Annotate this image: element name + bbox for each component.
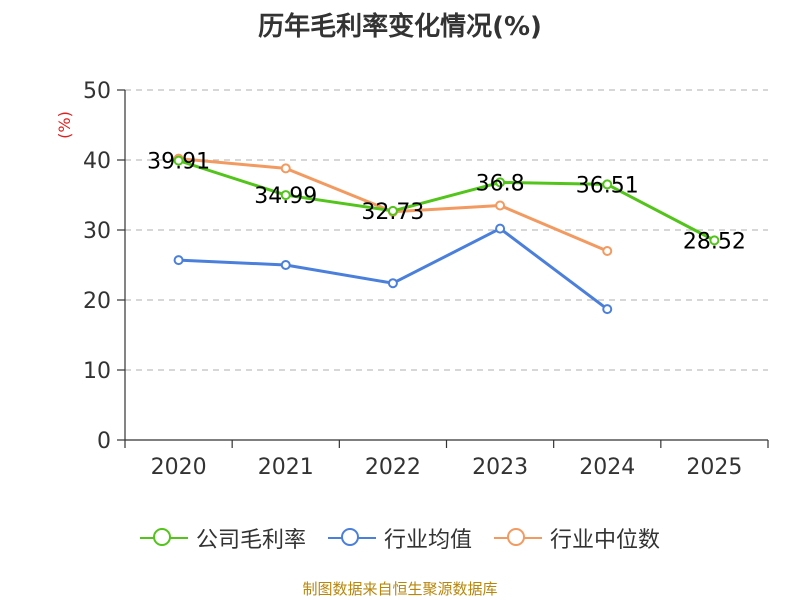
data-point	[280, 260, 291, 270]
data-point	[173, 255, 184, 266]
x-tick-label: 2021	[258, 455, 314, 480]
legend-swatch-industry-median	[494, 526, 542, 550]
data-label: 28.52	[683, 229, 746, 254]
data-point	[387, 278, 398, 289]
data-point	[173, 155, 184, 166]
data-point	[602, 304, 613, 315]
x-tick-label: 2025	[686, 455, 742, 480]
legend-label-industry-mean: 行业均值	[383, 528, 472, 553]
data-point	[709, 235, 720, 246]
x-tick-label: 2023	[472, 455, 528, 480]
y-tick-label: 30	[83, 219, 111, 244]
data-point	[495, 223, 506, 234]
data-point	[602, 179, 613, 190]
series-line	[178, 227, 609, 311]
y-tick-label: 0	[97, 429, 111, 454]
data-source-note: 制图数据来自恒生聚源数据库	[302, 580, 498, 598]
legend: 公司毛利率 行业均值 行业中位数	[0, 522, 800, 554]
data-label: 36.51	[576, 173, 639, 198]
data-point	[602, 246, 613, 256]
data-label: 34.99	[254, 184, 317, 209]
x-tick-label: 2020	[151, 455, 207, 480]
y-tick-label: 20	[83, 289, 111, 314]
data-point	[280, 190, 291, 201]
data-label: 39.91	[147, 150, 210, 175]
y-axis-label: (%)	[55, 111, 74, 139]
data-point	[280, 163, 291, 174]
legend-swatch-company	[139, 526, 188, 550]
legend-item-company[interactable]: 公司毛利率	[139, 522, 306, 554]
y-tick-label: 10	[83, 359, 111, 384]
data-point	[387, 205, 398, 216]
legend-label-company: 公司毛利率	[195, 528, 306, 553]
data-label: 36.8	[476, 171, 525, 196]
x-tick-label: 2024	[579, 455, 635, 480]
legend-label-industry-median: 行业中位数	[550, 528, 661, 553]
series-line	[178, 159, 716, 242]
legend-item-industry-mean[interactable]: 行业均值	[327, 522, 472, 554]
legend-swatch-industry-mean	[327, 526, 376, 550]
data-label: 32.73	[361, 200, 424, 225]
y-tick-label: 50	[83, 79, 111, 104]
chart-title: 历年毛利率变化情况(%)	[258, 12, 542, 42]
x-tick-label: 2022	[365, 455, 421, 480]
y-tick-label: 40	[83, 149, 111, 174]
data-point	[495, 177, 506, 188]
legend-item-industry-median[interactable]: 行业中位数	[494, 522, 660, 554]
data-point	[495, 200, 506, 211]
